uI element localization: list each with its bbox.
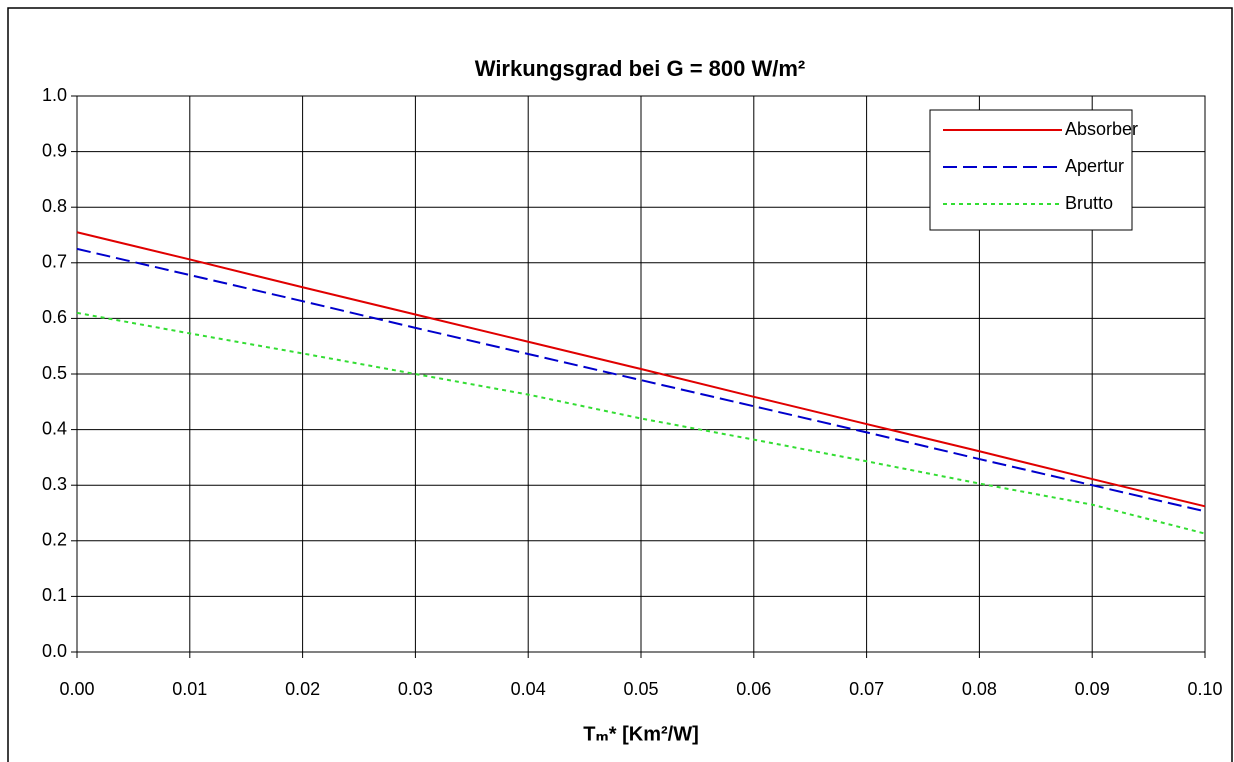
y-tick-label: 0.0 <box>42 641 67 661</box>
legend-label: Apertur <box>1065 156 1124 176</box>
x-tick-label: 0.09 <box>1075 679 1110 699</box>
x-tick-label: 0.05 <box>623 679 658 699</box>
x-tick-label: 0.02 <box>285 679 320 699</box>
y-tick-label: 0.1 <box>42 585 67 605</box>
x-tick-label: 0.04 <box>511 679 546 699</box>
y-tick-label: 0.5 <box>42 363 67 383</box>
x-tick-label: 0.03 <box>398 679 433 699</box>
x-tick-label: 0.01 <box>172 679 207 699</box>
line-series <box>76 247 1206 513</box>
y-tick-label: 0.2 <box>42 530 67 550</box>
y-tick-label: 0.3 <box>42 474 67 494</box>
y-tick-label: 0.9 <box>42 140 67 160</box>
x-tick-label: 0.08 <box>962 679 997 699</box>
x-tick-label: 0.00 <box>59 679 94 699</box>
line-series <box>76 231 1206 508</box>
chart-border <box>7 7 1233 762</box>
y-tick-label: 0.7 <box>42 252 67 272</box>
legend-label: Absorber <box>1065 119 1138 139</box>
y-tick-label: 1.0 <box>42 85 67 105</box>
x-tick-label: 0.07 <box>849 679 884 699</box>
chart-title: Wirkungsgrad bei G = 800 W/m² <box>475 56 805 81</box>
y-tick-label: 0.8 <box>42 196 67 216</box>
y-tick-label: 0.6 <box>42 307 67 327</box>
legend-label: Brutto <box>1065 193 1113 213</box>
x-tick-label: 0.10 <box>1187 679 1222 699</box>
x-axis-label: Tₘ* [Km²/W] <box>583 723 698 745</box>
y-tick-label: 0.4 <box>42 418 67 438</box>
x-tick-label: 0.06 <box>736 679 771 699</box>
